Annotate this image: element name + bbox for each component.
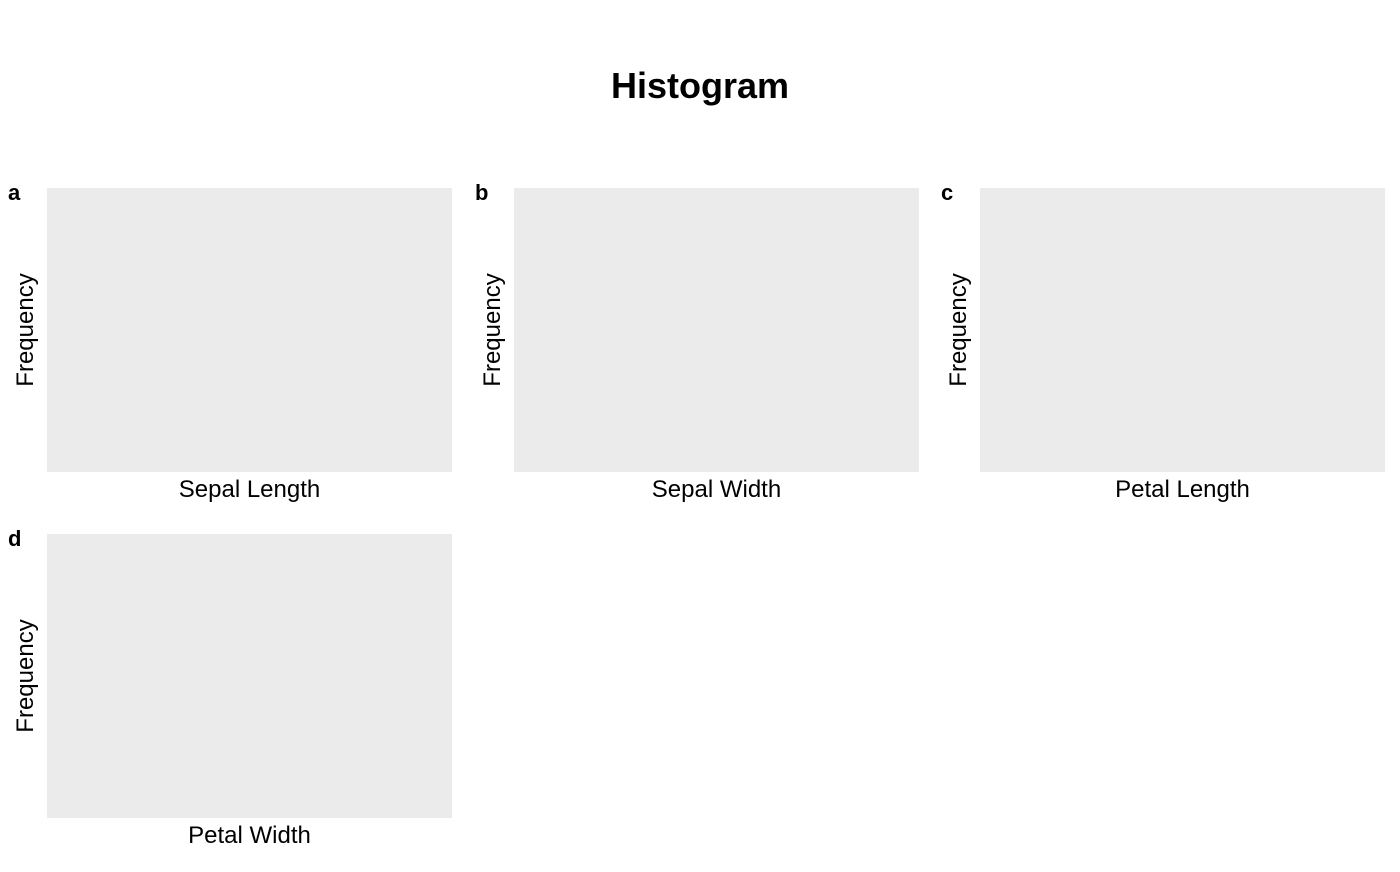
x-axis-label: Sepal Width bbox=[651, 476, 782, 503]
plot-area bbox=[47, 188, 452, 472]
y-axis-label: Frequency bbox=[945, 273, 972, 387]
chart-title: Histogram bbox=[610, 65, 790, 106]
x-axis-label: Petal Width bbox=[188, 822, 311, 849]
panel-tag: c bbox=[941, 180, 954, 205]
histogram-panel-sepal-length: a Frequency Sepal Length bbox=[0, 180, 466, 526]
plot-area bbox=[47, 534, 452, 818]
histogram-panel-petal-length: c Frequency Petal Length bbox=[933, 180, 1399, 526]
x-axis-label: Petal Length bbox=[1115, 476, 1250, 503]
plot-area bbox=[514, 188, 919, 472]
y-axis-label: Frequency bbox=[479, 273, 506, 387]
histogram-panel-petal-width: d Frequency Petal Width bbox=[0, 526, 466, 872]
panel-tag: b bbox=[475, 180, 489, 205]
plot-area bbox=[980, 188, 1385, 472]
x-axis-label: Sepal Length bbox=[178, 476, 321, 503]
panel-tag: d bbox=[8, 526, 22, 551]
y-axis-label: Frequency bbox=[12, 273, 39, 387]
histogram-panel-sepal-width: b Frequency Sepal Width bbox=[467, 180, 933, 526]
panel-tag: a bbox=[8, 180, 21, 205]
y-axis-label: Frequency bbox=[12, 619, 39, 733]
